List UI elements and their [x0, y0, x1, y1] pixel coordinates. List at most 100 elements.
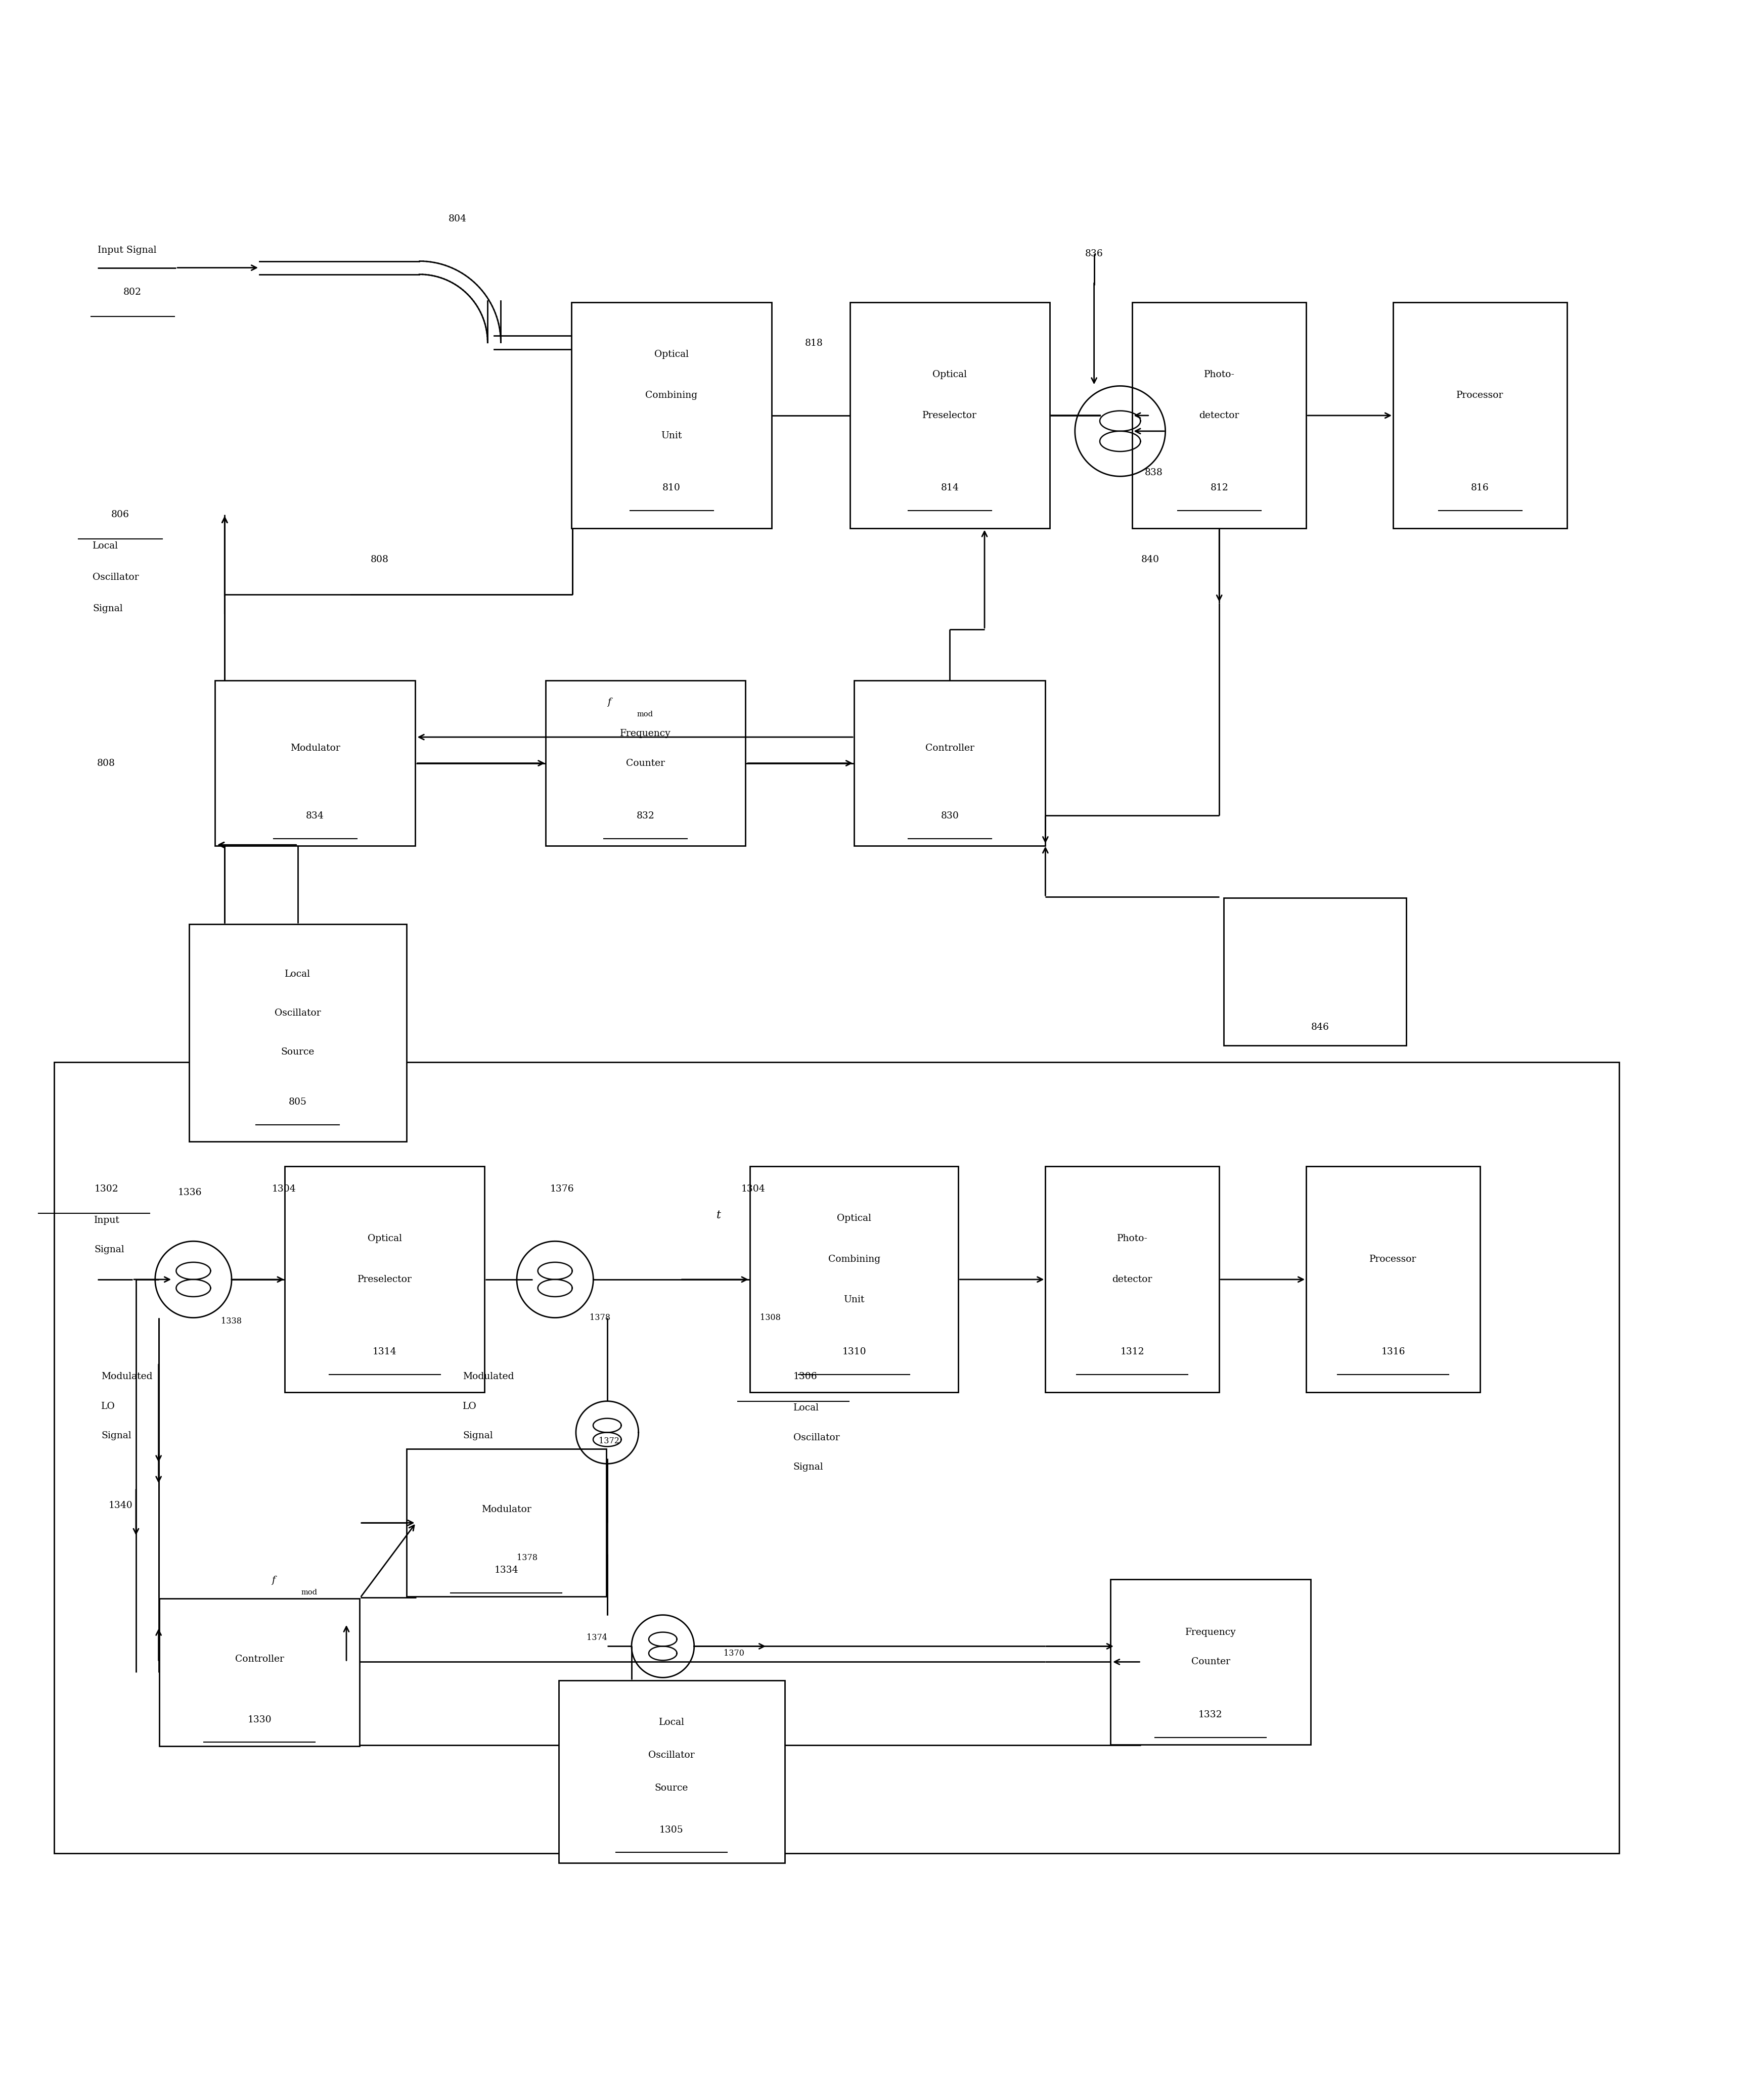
Text: Input: Input: [94, 1216, 120, 1224]
Text: 836: 836: [1086, 250, 1103, 258]
Text: Counter: Counter: [1190, 1657, 1231, 1667]
Text: 1302: 1302: [94, 1184, 119, 1193]
Text: 1378: 1378: [589, 1312, 610, 1323]
Text: 1310: 1310: [842, 1348, 866, 1357]
Text: 1336: 1336: [178, 1189, 202, 1197]
FancyBboxPatch shape: [188, 924, 406, 1140]
Text: Oscillator: Oscillator: [648, 1751, 695, 1760]
FancyBboxPatch shape: [851, 302, 1049, 529]
FancyBboxPatch shape: [214, 680, 415, 846]
Text: 810: 810: [662, 483, 680, 491]
Text: Input Signal: Input Signal: [98, 246, 157, 254]
Text: 1334: 1334: [495, 1567, 518, 1575]
Text: 1314: 1314: [373, 1348, 397, 1357]
Text: Signal: Signal: [94, 1245, 124, 1254]
Text: 1332: 1332: [1199, 1709, 1222, 1720]
Text: 1316: 1316: [1380, 1348, 1405, 1357]
FancyBboxPatch shape: [572, 302, 772, 529]
Text: 1330: 1330: [248, 1716, 272, 1724]
Text: Local: Local: [659, 1718, 685, 1726]
Text: 814: 814: [941, 483, 959, 491]
Text: 1370: 1370: [723, 1648, 744, 1657]
Text: 1338: 1338: [221, 1317, 242, 1325]
Text: 816: 816: [1471, 483, 1489, 491]
Text: Counter: Counter: [626, 758, 664, 769]
FancyBboxPatch shape: [749, 1166, 959, 1392]
Text: Modulator: Modulator: [289, 743, 340, 754]
Text: Controller: Controller: [235, 1655, 284, 1663]
Text: 1305: 1305: [659, 1825, 683, 1835]
FancyBboxPatch shape: [1133, 302, 1306, 529]
Text: Frequency: Frequency: [1185, 1628, 1236, 1636]
Text: LO: LO: [464, 1403, 478, 1411]
Text: mod: mod: [302, 1590, 317, 1596]
FancyBboxPatch shape: [546, 680, 746, 846]
FancyBboxPatch shape: [854, 680, 1046, 846]
Text: detector: detector: [1112, 1275, 1152, 1283]
FancyBboxPatch shape: [1224, 899, 1407, 1046]
Text: 818: 818: [805, 338, 823, 349]
Text: 1340: 1340: [108, 1501, 132, 1510]
Text: 806: 806: [112, 510, 129, 519]
Text: Signal: Signal: [92, 605, 122, 613]
Text: 804: 804: [448, 214, 467, 223]
FancyBboxPatch shape: [558, 1680, 784, 1863]
Text: f: f: [607, 697, 610, 708]
Text: Local: Local: [793, 1403, 819, 1413]
Text: Optical: Optical: [837, 1214, 872, 1222]
Text: Photo-: Photo-: [1204, 370, 1234, 380]
Text: Oscillator: Oscillator: [793, 1432, 840, 1443]
Text: 808: 808: [98, 758, 115, 769]
FancyBboxPatch shape: [1306, 1166, 1480, 1392]
Text: Modulated: Modulated: [464, 1371, 514, 1382]
Text: Signal: Signal: [464, 1432, 493, 1441]
Text: Local: Local: [284, 970, 310, 979]
Text: 1372: 1372: [598, 1436, 619, 1445]
Text: 805: 805: [289, 1098, 307, 1107]
Text: Preselector: Preselector: [357, 1275, 411, 1283]
Text: Optical: Optical: [933, 370, 967, 380]
FancyBboxPatch shape: [159, 1598, 359, 1747]
FancyBboxPatch shape: [1393, 302, 1567, 529]
Text: 808: 808: [371, 554, 389, 565]
Text: 838: 838: [1145, 468, 1163, 477]
Text: Oscillator: Oscillator: [92, 573, 139, 582]
Text: Processor: Processor: [1457, 391, 1504, 399]
Text: Preselector: Preselector: [922, 412, 978, 420]
Text: 1308: 1308: [760, 1312, 781, 1323]
Text: 1306: 1306: [793, 1371, 817, 1382]
Text: Unit: Unit: [844, 1296, 865, 1304]
Text: f: f: [272, 1575, 275, 1586]
Text: t: t: [716, 1210, 722, 1220]
FancyBboxPatch shape: [284, 1166, 485, 1392]
Text: 846: 846: [1311, 1023, 1330, 1031]
Text: mod: mod: [636, 712, 654, 718]
Text: LO: LO: [101, 1403, 115, 1411]
Text: 1304: 1304: [272, 1184, 296, 1193]
Text: 1374: 1374: [586, 1634, 607, 1642]
Text: Unit: Unit: [661, 430, 682, 441]
Text: Optical: Optical: [368, 1235, 403, 1243]
Text: 830: 830: [941, 811, 959, 821]
Text: Source: Source: [281, 1048, 314, 1056]
Text: Source: Source: [655, 1783, 688, 1793]
Text: 812: 812: [1210, 483, 1229, 491]
Text: Modulator: Modulator: [481, 1506, 532, 1514]
Text: Combining: Combining: [828, 1254, 880, 1264]
FancyBboxPatch shape: [1110, 1579, 1311, 1745]
Text: 1312: 1312: [1121, 1348, 1145, 1357]
Text: 1378: 1378: [518, 1554, 537, 1562]
Text: Controller: Controller: [926, 743, 974, 754]
FancyBboxPatch shape: [406, 1449, 607, 1596]
Text: Signal: Signal: [793, 1464, 823, 1472]
Text: Local: Local: [92, 542, 119, 550]
Text: Signal: Signal: [101, 1432, 131, 1441]
Text: Frequency: Frequency: [621, 729, 671, 737]
Text: detector: detector: [1199, 412, 1239, 420]
FancyBboxPatch shape: [1046, 1166, 1220, 1392]
Text: 802: 802: [124, 288, 141, 296]
Text: Oscillator: Oscillator: [275, 1008, 321, 1018]
Text: 832: 832: [636, 811, 655, 821]
Text: Combining: Combining: [645, 391, 697, 399]
Text: 840: 840: [1142, 554, 1159, 565]
